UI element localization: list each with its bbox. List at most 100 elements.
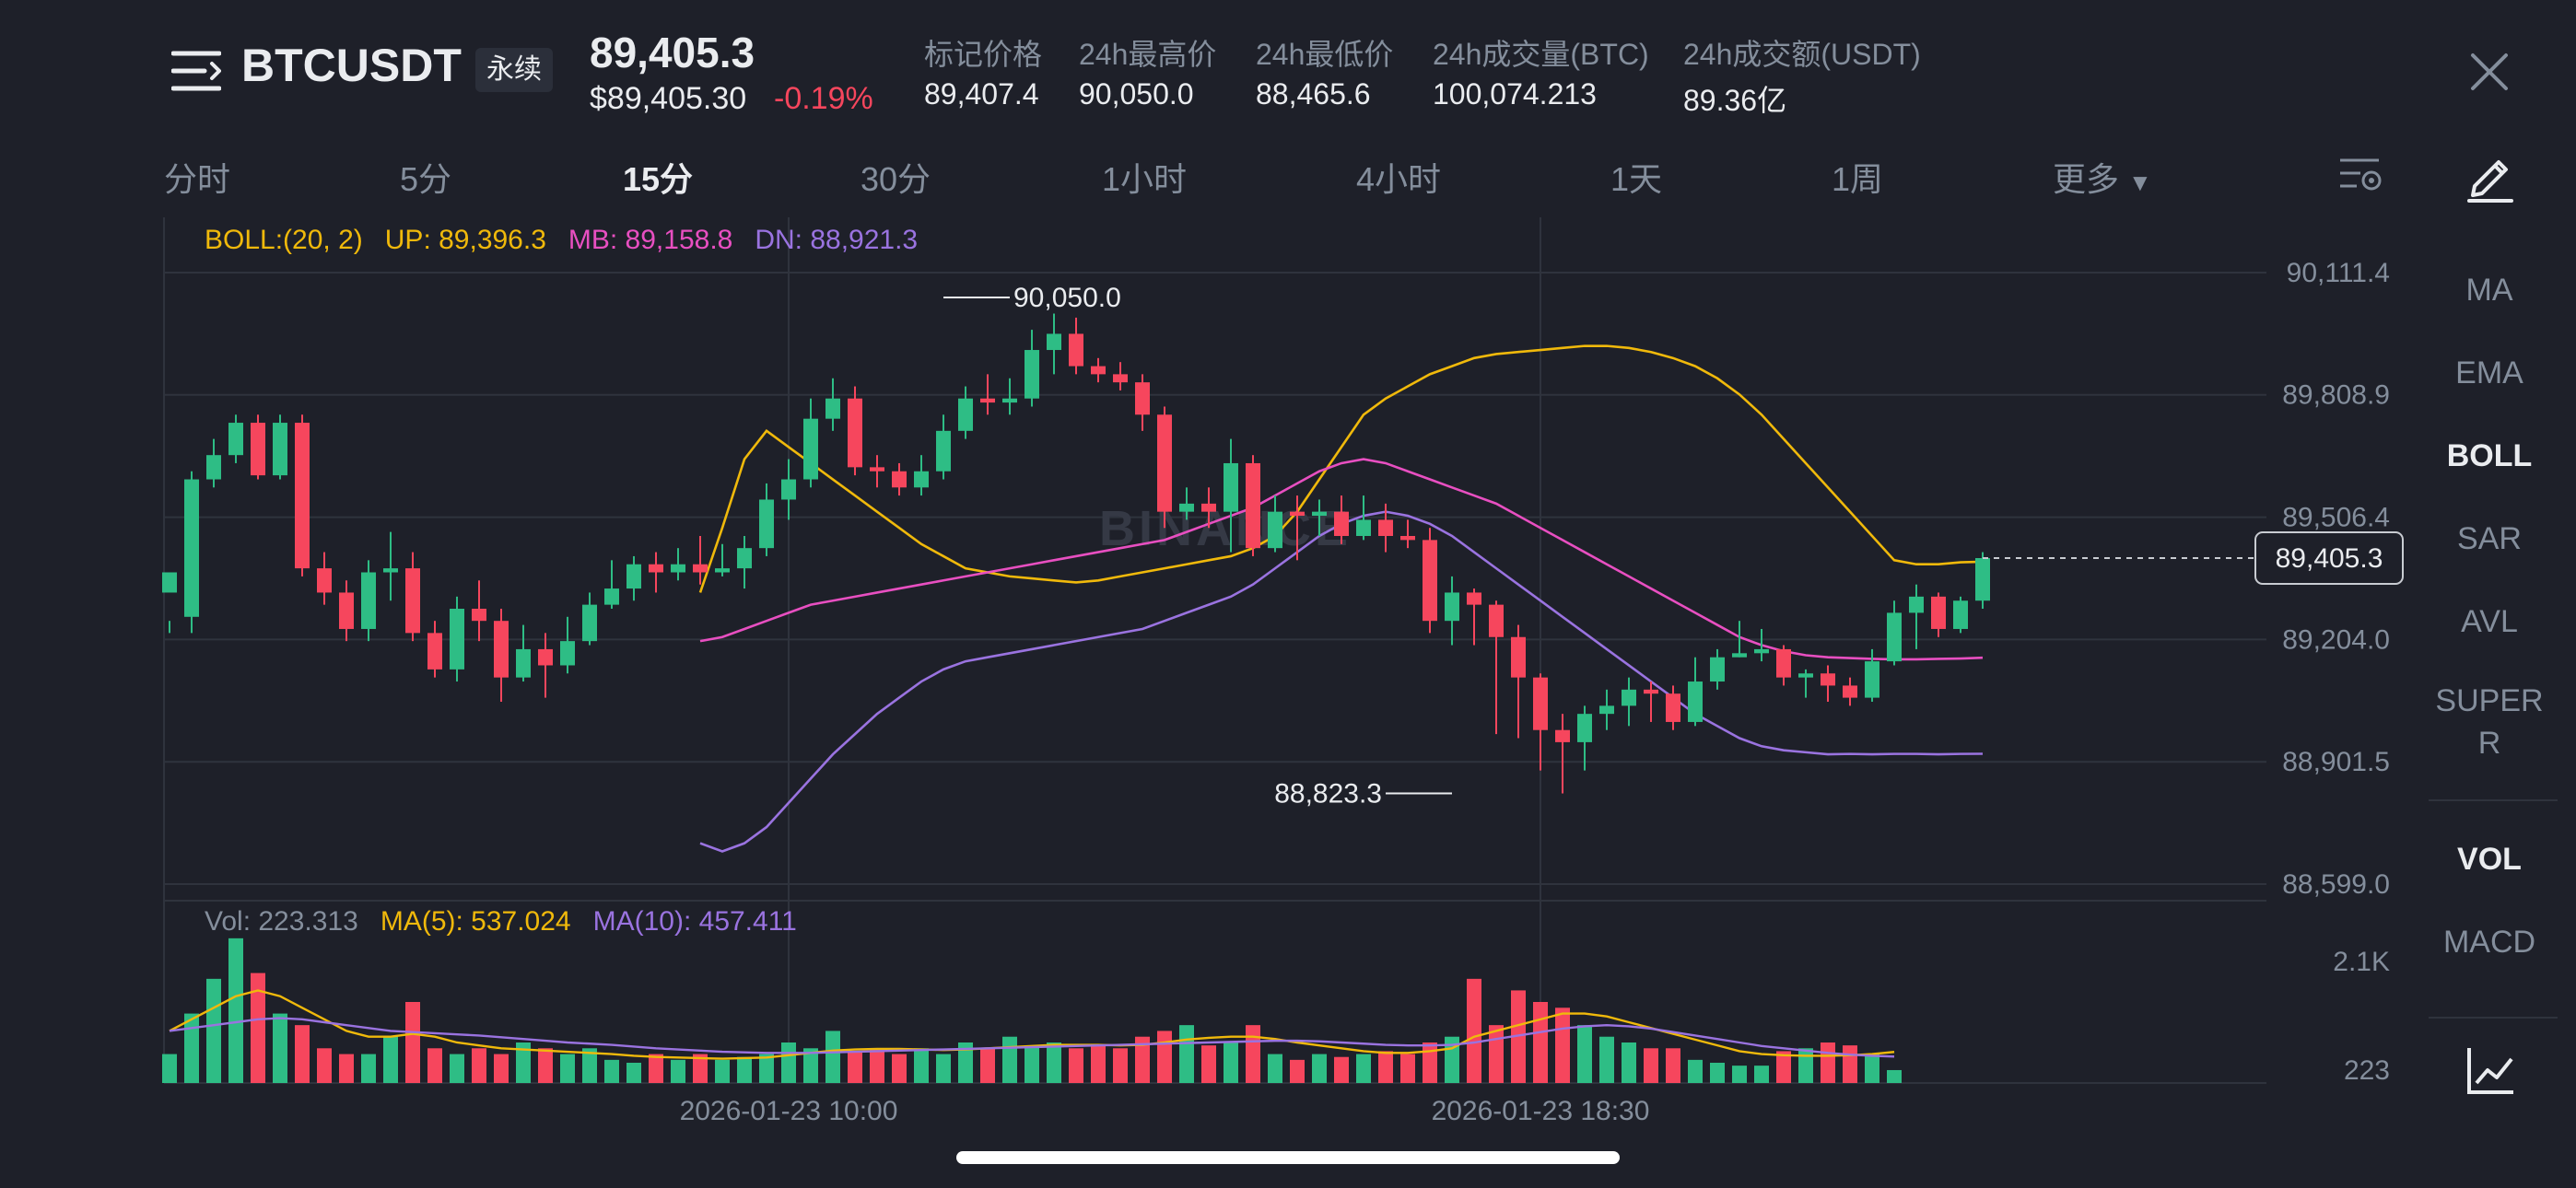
volume-bar <box>427 1048 442 1083</box>
boll-legend: BOLL:(20, 2) UP: 89,396.3 MB: 89,158.8 DN: … <box>205 225 918 255</box>
candle-body <box>1865 661 1879 698</box>
volume-bar <box>1798 1048 1813 1083</box>
stat-label-24h-low: 24h最低价 <box>1256 38 1394 71</box>
indicator-ma[interactable]: MA <box>2465 273 2513 308</box>
menu-icon[interactable] <box>170 48 222 94</box>
tab-interval-30m[interactable]: 30分 <box>861 160 931 198</box>
volume-bar <box>1599 1036 1614 1083</box>
volume-bar <box>626 1063 641 1083</box>
volume-bar <box>1113 1048 1128 1083</box>
chart-settings-icon[interactable] <box>2336 155 2383 195</box>
volume-bar <box>206 978 221 1083</box>
candle-body <box>1776 648 1791 678</box>
candle-body <box>1622 689 1636 706</box>
tab-interval-1d[interactable]: 1天 <box>1610 160 1663 198</box>
chart-trend-icon[interactable] <box>2465 1044 2517 1096</box>
candle-body <box>1334 511 1349 536</box>
time-tick-label: 2026-01-23 18:30 <box>1432 1096 1650 1126</box>
volume-bar <box>870 1048 884 1083</box>
volume-bar <box>1334 1056 1349 1083</box>
candle-body <box>1157 414 1172 512</box>
tab-interval-5m[interactable]: 5分 <box>400 160 452 198</box>
volume-bar <box>582 1048 597 1083</box>
candle-body <box>273 423 287 476</box>
candle-body <box>1909 596 1924 613</box>
volume-bar <box>1091 1045 1106 1083</box>
candle-body <box>339 592 354 629</box>
volume-bar <box>339 1054 354 1083</box>
candle-body <box>1467 592 1481 605</box>
candle-body <box>781 479 796 500</box>
indicator-boll[interactable]: BOLL <box>2446 438 2533 473</box>
candle-body <box>1975 558 1990 601</box>
volume-bar <box>1865 1054 1879 1083</box>
boll-up-line <box>698 344 1984 593</box>
volume-bar <box>671 1059 685 1083</box>
candle-body <box>1423 540 1437 622</box>
stat-value-24h-volume: 100,074.213 <box>1433 77 1597 111</box>
last-price-tag-label: 89,405.3 <box>2276 543 2383 574</box>
price-tick-label: 89,204.0 <box>2282 624 2390 655</box>
volume-bar <box>184 1013 199 1083</box>
volume-ma5-line <box>169 989 1895 1060</box>
indicator-macd[interactable]: MACD <box>2442 925 2536 960</box>
candle-body <box>848 398 862 468</box>
volume-bar <box>737 1056 752 1083</box>
volume-bar <box>649 1054 663 1083</box>
volume-bar <box>383 1036 398 1083</box>
volume-bar <box>295 1025 310 1083</box>
candle-body <box>427 633 442 670</box>
volume-bar <box>1246 1025 1260 1083</box>
volume-bar <box>715 1059 730 1083</box>
candle-body <box>958 398 973 431</box>
stat-value-24h-turnover: 89.36亿 <box>1683 84 1787 117</box>
volume-bar <box>1467 978 1481 1083</box>
volume-bar <box>1710 1063 1725 1083</box>
tab-interval-1h[interactable]: 1小时 <box>1102 160 1188 198</box>
indicator-avl[interactable]: AVL <box>2461 604 2518 639</box>
tab-interval-15m[interactable]: 15分 <box>623 160 694 198</box>
volume-bar <box>1157 1031 1172 1083</box>
home-indicator[interactable] <box>956 1151 1620 1164</box>
volume-bar <box>317 1048 332 1083</box>
usd-price: $89,405.30 <box>590 81 747 116</box>
volume-bar <box>1666 1048 1680 1083</box>
volume-tick-label: 2.1K <box>2333 947 2390 977</box>
price-tick-label: 90,111.4 <box>2287 258 2390 288</box>
tab-interval-4h[interactable]: 4小时 <box>1356 160 1442 198</box>
last-price: 89,405.3 <box>590 29 755 76</box>
tab-interval-line[interactable]: 分时 <box>164 160 231 198</box>
volume-bar <box>1290 1059 1305 1083</box>
candle-body <box>1025 350 1039 399</box>
candle-body <box>472 609 486 622</box>
caret-down-icon: ▼ <box>2128 169 2152 196</box>
boll-legend-item: UP: 89,396.3 <box>385 225 546 255</box>
draw-tool-icon[interactable] <box>2465 149 2515 204</box>
candle-body <box>228 423 243 456</box>
indicator-ema[interactable]: EMA <box>2455 355 2523 390</box>
tab-interval-1w[interactable]: 1周 <box>1832 160 1884 198</box>
symbol-title[interactable]: BTCUSDT <box>241 40 462 91</box>
volume-bar <box>1378 1051 1393 1083</box>
tab-more-label: 更多 <box>2053 160 2120 198</box>
indicator-super[interactable]: SUPER R <box>2435 683 2544 761</box>
contract-type-badge: 永续 <box>475 48 553 92</box>
candle-body <box>1356 519 1371 536</box>
candle-body <box>560 641 575 666</box>
candle-body <box>1599 705 1614 715</box>
volume-bar <box>472 1048 486 1083</box>
tab-more[interactable]: 更多 ▼ <box>2053 153 2152 201</box>
chart-grid <box>163 217 2266 1084</box>
volume-bar <box>759 1054 774 1083</box>
indicator-sar[interactable]: SAR <box>2457 521 2522 556</box>
candle-body <box>538 648 553 666</box>
candle-body <box>494 621 509 678</box>
indicator-vol[interactable]: VOL <box>2457 842 2522 877</box>
volume-bar <box>162 1054 177 1083</box>
volume-bar <box>1577 1025 1592 1083</box>
candle-body <box>1821 673 1835 686</box>
candle-body <box>1246 462 1260 549</box>
close-icon[interactable] <box>2465 48 2513 96</box>
stat-label-24h-turnover: 24h成交额(USDT) <box>1683 38 1921 71</box>
